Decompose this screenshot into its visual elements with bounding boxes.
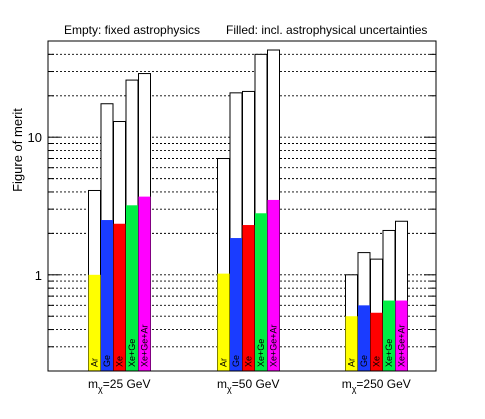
bar-filled-xe-ge-ar <box>395 300 408 371</box>
bar-filled-xe <box>370 312 383 371</box>
bar-label: Xe+Ge+Ar <box>140 324 150 367</box>
x-axis-group-labels: mχ=25 GeV mχ=50 GeV mχ=250 GeV <box>88 377 411 394</box>
bar-label: Xe+Ge+Ar <box>269 324 279 367</box>
bar-label: Ge <box>359 355 369 367</box>
bar-filled-xe-ge-ar <box>138 196 151 371</box>
bar-label: Xe+Ge <box>256 339 266 367</box>
bar-filled-ar <box>345 316 358 371</box>
x-group-label: mχ=25 GeV <box>88 377 150 394</box>
bar-label: Xe+Ge+Ar <box>397 324 407 367</box>
bar-label: Ar <box>219 358 229 367</box>
bar-filled-xe-ge <box>126 205 138 371</box>
bar-filled-xe-ge-ar <box>267 199 280 371</box>
bar-label: Xe <box>115 356 125 367</box>
bars: Ar Ge Xe Xe+Ge Xe+Ge+Ar Ar Ge Xe Xe+Ge Xe+Ge+Ar Ar… <box>88 49 408 372</box>
bar-filled-ar <box>217 273 230 371</box>
bar-label: Xe <box>244 356 254 367</box>
bar-filled-xe <box>242 225 255 371</box>
bar-filled-ge <box>230 238 242 371</box>
bar-filled-ge <box>101 220 113 371</box>
x-group-label: mχ=250 GeV <box>342 377 411 394</box>
y-axis-label: Figure of merit <box>10 108 25 192</box>
y-tick-label: 1 <box>35 268 42 283</box>
bar-label: Ge <box>231 355 241 367</box>
y-axis-ticks: 1 10 <box>28 40 436 372</box>
bar-filled-ge <box>358 305 370 371</box>
y-tick-label: 10 <box>28 130 42 145</box>
bar-label: Xe+Ge <box>127 339 137 367</box>
bar-filled-xe-ge <box>383 300 395 371</box>
bar-label: Xe+Ge <box>384 339 394 367</box>
legend-empty-label: Empty: fixed astrophysics <box>64 23 200 37</box>
plot-frame <box>47 40 437 372</box>
bar-filled-xe <box>113 223 126 371</box>
legend-filled-label: Filled: incl. astrophysical uncertaintie… <box>226 23 427 37</box>
x-group-label: mχ=50 GeV <box>217 377 279 394</box>
bar-label: Ar <box>90 358 100 367</box>
bar-label: Xe <box>372 356 382 367</box>
bar-filled-ar <box>88 274 101 371</box>
bar-label: Ar <box>347 358 357 367</box>
bar-label: Ge <box>102 355 112 367</box>
bar-filled-xe-ge <box>255 213 267 371</box>
